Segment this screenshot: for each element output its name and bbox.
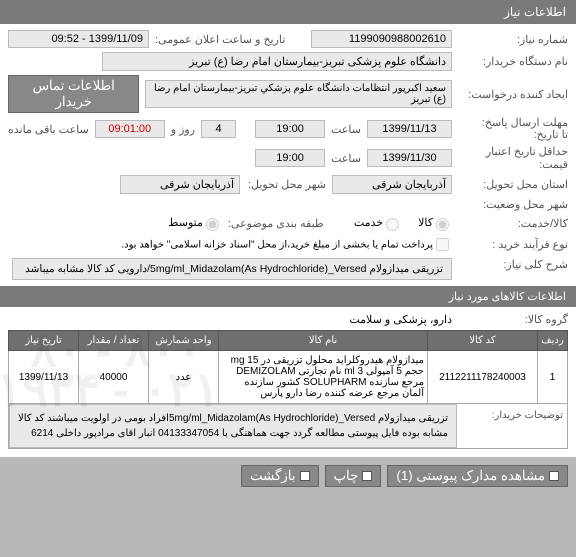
- credit-hour: 19:00: [255, 149, 325, 167]
- remarks-label: توضیحات خریدار:: [457, 404, 567, 448]
- deadline-hour: 19:00: [255, 120, 325, 138]
- desc-label: شرح کلی نیاز:: [458, 258, 568, 271]
- th-code: کد کالا: [428, 331, 538, 351]
- radio-goods[interactable]: [436, 218, 449, 231]
- process-label: نوع فرآیند خرید :: [458, 238, 568, 251]
- checkbox-treasury[interactable]: [436, 238, 449, 251]
- creator-label: ایجاد کننده درخواست:: [458, 88, 568, 101]
- th-unit: واحد شمارش: [149, 331, 219, 351]
- hours-remaining: 09:01:00: [95, 120, 165, 138]
- kala-option-service[interactable]: خدمت: [354, 215, 402, 231]
- creator-value: سعید اکبرپور انتظامات دانشگاه علوم پزشکي…: [145, 80, 452, 108]
- back-icon: [300, 471, 310, 481]
- hours-label: ساعت باقی مانده: [8, 123, 89, 136]
- panel-header: اطلاعات نیاز: [0, 0, 576, 24]
- desc-value: تزریقی میدازولام 5mg/ml_Midazolam(As Hyd…: [12, 258, 452, 280]
- need-no-value: 1199090988002610: [311, 30, 452, 48]
- treasury-check[interactable]: پرداخت تمام یا بخشی از مبلغ خرید،از محل …: [121, 235, 452, 254]
- budget-label: طبقه بندی موضوعی:: [228, 217, 338, 230]
- hour-label-2: ساعت: [331, 152, 361, 165]
- credit-date: 1399/11/30: [367, 149, 452, 167]
- footer-buttons: مشاهده مدارک پیوستی (1) چاپ بازگشت: [0, 457, 576, 495]
- cell-name: میدازولام هیدروکلراید محلول تزریقی در mg…: [219, 351, 428, 404]
- province-label: استان محل تحویل:: [458, 178, 568, 191]
- print-icon: [362, 471, 372, 481]
- items-section-header: اطلاعات کالاهای مورد نیاز: [0, 286, 576, 307]
- radio-service[interactable]: [386, 218, 399, 231]
- city-value: آذربایجان شرقی: [120, 175, 240, 194]
- announce-value: 1399/11/09 - 09:52: [8, 30, 149, 48]
- budget-option[interactable]: متوسط: [168, 215, 222, 231]
- need-no-label: شماره نیاز:: [458, 33, 568, 46]
- province-value: آذربایجان شرقی: [332, 175, 452, 194]
- kala-label: کالا/خدمت:: [458, 217, 568, 230]
- print-button[interactable]: چاپ: [325, 465, 382, 487]
- city-label: شهر محل تحویل:: [246, 178, 326, 191]
- items-table: ردیف کد کالا نام کالا واحد شمارش تعداد /…: [8, 330, 568, 449]
- credit-label: حداقل تاریخ اعتبار قیمت:: [458, 145, 568, 171]
- requirement-panel: اطلاعات نیاز شماره نیاز: 119909098800261…: [0, 0, 576, 495]
- cell-unit: عدد: [149, 351, 219, 404]
- hour-label-1: ساعت: [331, 123, 361, 136]
- form-area: شماره نیاز: 1199090988002610 تاریخ و ساع…: [0, 24, 576, 457]
- th-name: نام کالا: [219, 331, 428, 351]
- panel-title: اطلاعات نیاز: [504, 5, 566, 19]
- announce-label: تاریخ و ساعت اعلان عمومی:: [155, 33, 305, 46]
- kala-option-goods[interactable]: کالا: [418, 215, 452, 231]
- deadline-date: 1399/11/13: [367, 120, 452, 138]
- remarks-row: توضیحات خریدار: تزریقی میدازولام 5mg/ml_…: [9, 404, 568, 449]
- cell-qty: 40000: [79, 351, 149, 404]
- cell-code: 2112211178240003: [428, 351, 538, 404]
- days-remaining: 4: [201, 120, 236, 138]
- th-date: تاریخ نیاز: [9, 331, 79, 351]
- contact-buyer-button[interactable]: اطلاعات تماس خریدار: [8, 75, 139, 113]
- back-button[interactable]: بازگشت: [241, 465, 319, 487]
- radio-budget[interactable]: [206, 218, 219, 231]
- th-qty: تعداد / مقدار: [79, 331, 149, 351]
- attachment-icon: [549, 471, 559, 481]
- th-row: ردیف: [538, 331, 568, 351]
- group-value: دارو، پزشکی و سلامت: [349, 313, 452, 326]
- group-label: گروه کالا:: [458, 313, 568, 326]
- table-row: 1 2112211178240003 میدازولام هیدروکلراید…: [9, 351, 568, 404]
- days-label: روز و: [171, 123, 195, 136]
- niche-label: شهر محل وضعیت:: [458, 198, 568, 211]
- remarks-value: تزریقی میدازولام 5mg/ml_Midazolam(As Hyd…: [9, 404, 457, 448]
- deadline-label: مهلت ارسال پاسخ: تا تاریخ:: [458, 117, 568, 141]
- table-wrapper: ۸۰۰ - ۸۰ ۰۲۱ - ۴۱۹۳۴ ردیف کد کالا نام کا…: [8, 330, 568, 449]
- buyer-label: نام دستگاه خریدار:: [458, 55, 568, 68]
- cell-row: 1: [538, 351, 568, 404]
- buyer-value: دانشگاه علوم پزشکی تبریز-بیمارستان امام …: [102, 52, 452, 71]
- kala-radio-group: کالا/خدمت: کالا خدمت طبقه بندی موضوعی: م…: [8, 215, 568, 231]
- attachments-button[interactable]: مشاهده مدارک پیوستی (1): [387, 465, 568, 487]
- cell-date: 1399/11/13: [9, 351, 79, 404]
